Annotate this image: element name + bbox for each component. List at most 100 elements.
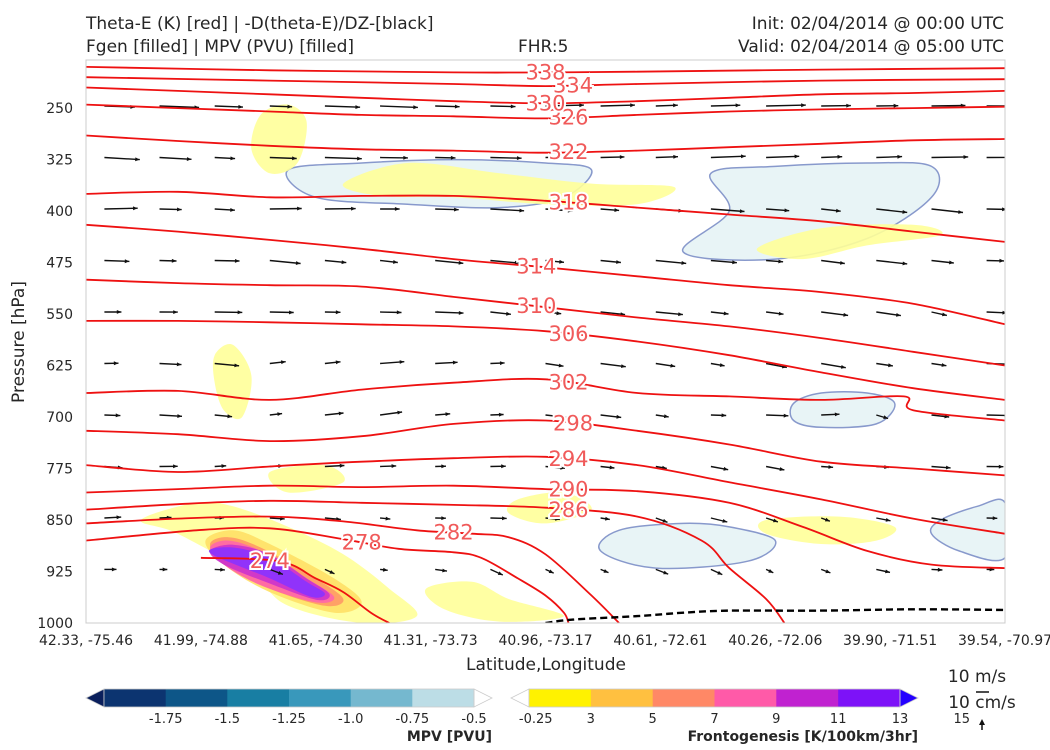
wind-vector [545, 259, 565, 264]
wind-vector [435, 516, 446, 521]
theta-e-label-318: 318 [548, 191, 588, 215]
wind-vector [324, 360, 341, 365]
y-tick-label: 775 [46, 462, 73, 478]
y-axis-ticks: 250 325 400 475 550 625 700 775 850 925 1000 [37, 101, 73, 632]
wind-vector [655, 568, 669, 575]
wind-vector [931, 155, 969, 159]
ref-vertical-label: 10 cm/s [948, 693, 1016, 713]
wind-vector [545, 154, 582, 159]
y-tick-label: 925 [46, 565, 73, 581]
wind-vector [490, 311, 511, 316]
wind-vector [600, 414, 622, 419]
colorbar-swatch [590, 689, 654, 707]
wind-vector [214, 362, 240, 368]
wind-vector [324, 463, 345, 468]
y-axis-label: Pressure [hPa] [9, 281, 29, 403]
wind-vector [490, 208, 525, 213]
wind-vector [380, 155, 408, 160]
x-tick-label: 42.33, -75.46 [39, 633, 133, 649]
wind-vector [380, 410, 403, 416]
wind-vector [821, 103, 851, 108]
wind-vector [710, 362, 725, 367]
theta-e-label-326: 326 [548, 106, 588, 130]
wind-vector [214, 208, 235, 212]
theta-e-label-314: 314 [516, 255, 556, 279]
wind-vector [820, 568, 831, 574]
wind-vector [765, 568, 774, 574]
wind-vector [269, 259, 301, 265]
colorbar-tick-label: 15 [954, 712, 971, 727]
theta-e-contour-286 [86, 499, 786, 623]
colorbar-swatch [776, 689, 839, 707]
theta-e-label-278: 278 [342, 530, 382, 554]
wind-vector [876, 568, 891, 574]
wind-vector [545, 208, 573, 213]
theta-e-contour-302 [86, 377, 1005, 422]
wind-vector [269, 360, 286, 365]
theta-e-label-302: 302 [548, 371, 588, 395]
wind-vector [931, 259, 954, 265]
wind-vector [324, 259, 347, 265]
wind-vector [710, 154, 746, 159]
wind-vector [600, 362, 626, 368]
wind-vector [104, 515, 122, 520]
x-tick-label: 41.99, -74.88 [154, 633, 248, 649]
wind-vector [380, 207, 400, 211]
mpv-region [598, 522, 777, 570]
wind-vector [104, 206, 138, 211]
theta-e-contour-326 [86, 103, 1005, 120]
theta-e-contour-310 [86, 278, 1005, 367]
wind-vector [545, 568, 554, 574]
theta-e-contour-306 [86, 319, 1005, 401]
y-tick-label: 550 [46, 307, 73, 323]
fgen-colorbar: 3 5 7 9 11 13 15 [510, 688, 971, 727]
wind-vector [876, 259, 908, 266]
wind-vector [710, 208, 745, 214]
colorbar-swatch [714, 689, 777, 707]
colorbar-swatch [165, 689, 228, 707]
wind-vector [876, 208, 908, 214]
wind-vector [876, 103, 899, 108]
wind-vector [986, 207, 1005, 212]
y-tick-label: 325 [46, 153, 73, 169]
fgen-region [251, 104, 307, 174]
wind-vector [324, 206, 356, 211]
wind-vector [324, 411, 344, 416]
wind-vector [986, 516, 998, 521]
wind-vector [324, 156, 362, 161]
wind-vector [766, 413, 789, 418]
wind-vector [710, 259, 737, 265]
colorbar-extend-low [85, 688, 105, 708]
wind-vector [710, 311, 729, 316]
y-tick-label: 250 [46, 101, 73, 117]
x-tick-label: 41.31, -73.73 [384, 633, 478, 649]
theta-e-contour-290 [86, 484, 1005, 569]
wind-vector [545, 362, 564, 368]
wind-vector [931, 517, 948, 522]
wind-vector [655, 154, 679, 159]
wind-vector [104, 567, 117, 572]
wind-vector [159, 207, 182, 212]
ref-vertical-arrowhead [979, 719, 985, 725]
theta-e-label-322: 322 [548, 140, 588, 164]
wind-vector [655, 103, 678, 108]
wind-vector [876, 414, 889, 420]
fgen-region [424, 581, 564, 622]
mpv-colorbar-title: MPV [PVU] [407, 729, 492, 745]
wind-vector [655, 362, 676, 368]
wind-vector [821, 259, 845, 265]
dashed-contour [545, 608, 1005, 623]
wind-vector [600, 103, 635, 108]
wind-vector [655, 517, 668, 523]
wind-vector [490, 104, 516, 109]
wind-vector [986, 258, 1005, 263]
wind-vector [324, 568, 335, 575]
wind-vector [821, 465, 834, 469]
wind-vector [214, 259, 240, 263]
wind-vector [545, 311, 562, 316]
theta-e-label-298: 298 [553, 412, 593, 436]
wind-vector [490, 568, 504, 576]
wind-vector [490, 361, 505, 366]
wind-vector [765, 465, 785, 471]
